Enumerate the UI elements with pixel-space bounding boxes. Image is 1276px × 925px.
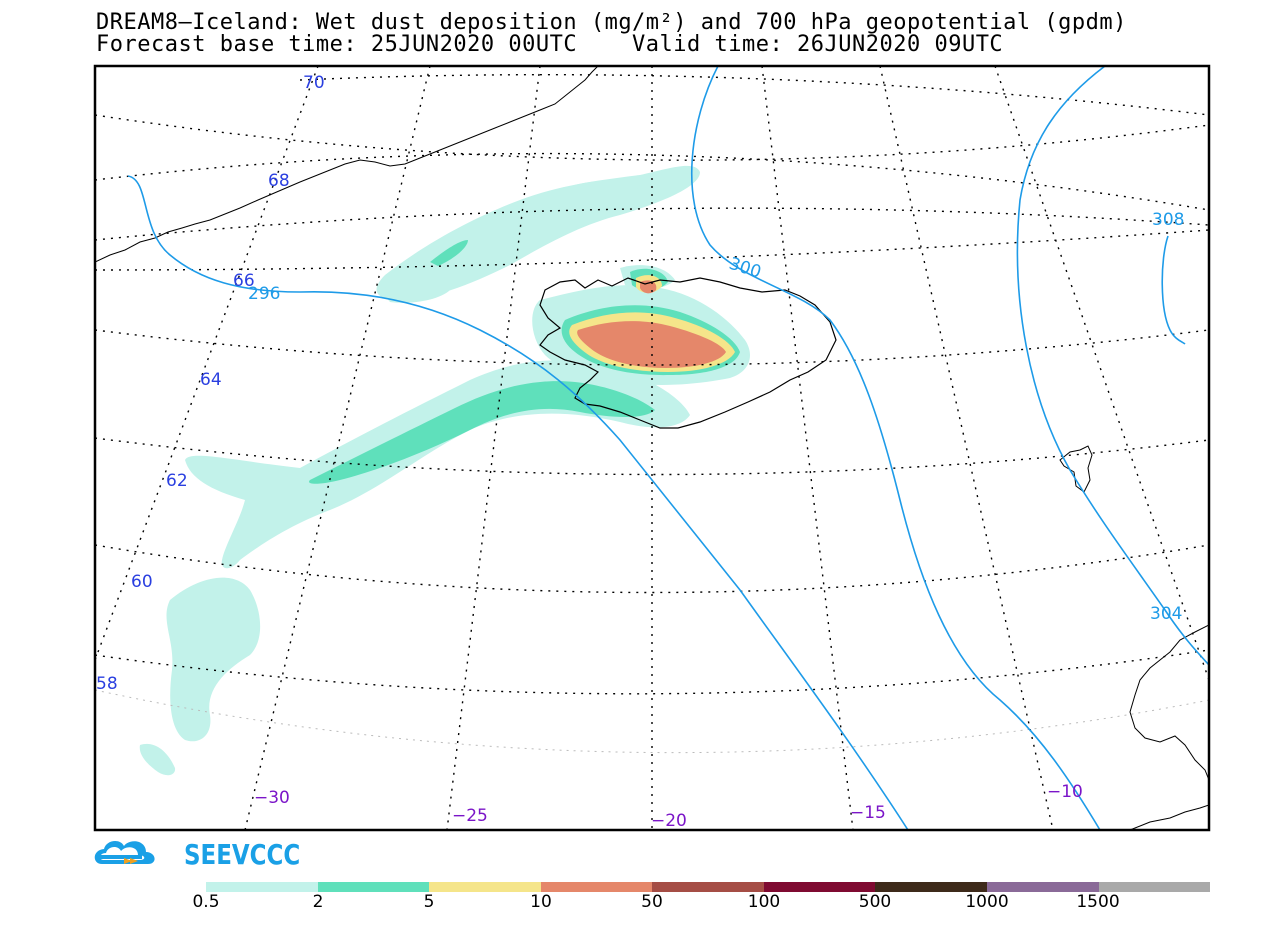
contour-label: 300 [726, 254, 763, 283]
contour-label: 304 [1150, 604, 1182, 624]
lon-label: −30 [254, 788, 290, 808]
colorbar-label: 10 [530, 892, 552, 912]
contour-300 [690, 66, 1101, 830]
lat-label: 58 [96, 674, 118, 694]
colorbar-label: 2 [312, 892, 324, 912]
lat-label: 60 [131, 572, 153, 592]
colorbar-label: 1000 [965, 892, 1009, 912]
colorbar-swatch [429, 882, 541, 892]
colorbar-label: 100 [747, 892, 781, 912]
colorbar-swatch [652, 882, 764, 892]
colorbar-swatch [540, 882, 653, 892]
lon-label: −20 [651, 811, 687, 831]
colorbar-label: 0.5 [192, 892, 220, 912]
scandinavia-coastline [1129, 624, 1209, 781]
lon-label: −15 [850, 803, 886, 823]
colorbar-label: 50 [641, 892, 663, 912]
colorbar-swatch [763, 882, 876, 892]
graticule [95, 73, 1209, 695]
lat-label: 70 [303, 73, 325, 93]
logo-text: SEEVCCC [184, 838, 301, 871]
colorbar [206, 882, 1211, 892]
lon-label: −10 [1047, 782, 1083, 802]
colorbar-swatch [1098, 882, 1211, 892]
colorbar-swatch [875, 882, 987, 892]
contour-308 [1161, 235, 1186, 345]
lat-label: 62 [166, 471, 188, 491]
seevccc-logo [94, 840, 155, 864]
faroe-islands [1059, 445, 1093, 493]
colorbar-label: 500 [858, 892, 892, 912]
geopotential-contours [127, 66, 1209, 830]
colorbar-label: 5 [423, 892, 435, 912]
map-title: DREAM8—Iceland: Wet dust deposition (mg/… [96, 10, 1127, 35]
colorbar-swatch [206, 882, 318, 892]
lon-label: −25 [452, 806, 488, 826]
greenland-coastline [95, 66, 599, 263]
iceland-coastline [539, 277, 837, 429]
lat-label: 66 [233, 271, 255, 291]
lat-label: 64 [200, 370, 222, 390]
colorbar-swatch [986, 882, 1099, 892]
colorbar-swatch [317, 882, 430, 892]
contour-label: 296 [248, 284, 280, 304]
lat-label: 68 [268, 171, 290, 191]
map-frame [93, 64, 1211, 832]
forecast-time-line: Forecast base time: 25JUN2020 00UTC Vali… [96, 32, 1004, 57]
contour-296 [127, 175, 909, 830]
contour-304 [1016, 66, 1209, 666]
contour-label: 308 [1152, 210, 1184, 230]
colorbar-label: 1500 [1076, 892, 1120, 912]
